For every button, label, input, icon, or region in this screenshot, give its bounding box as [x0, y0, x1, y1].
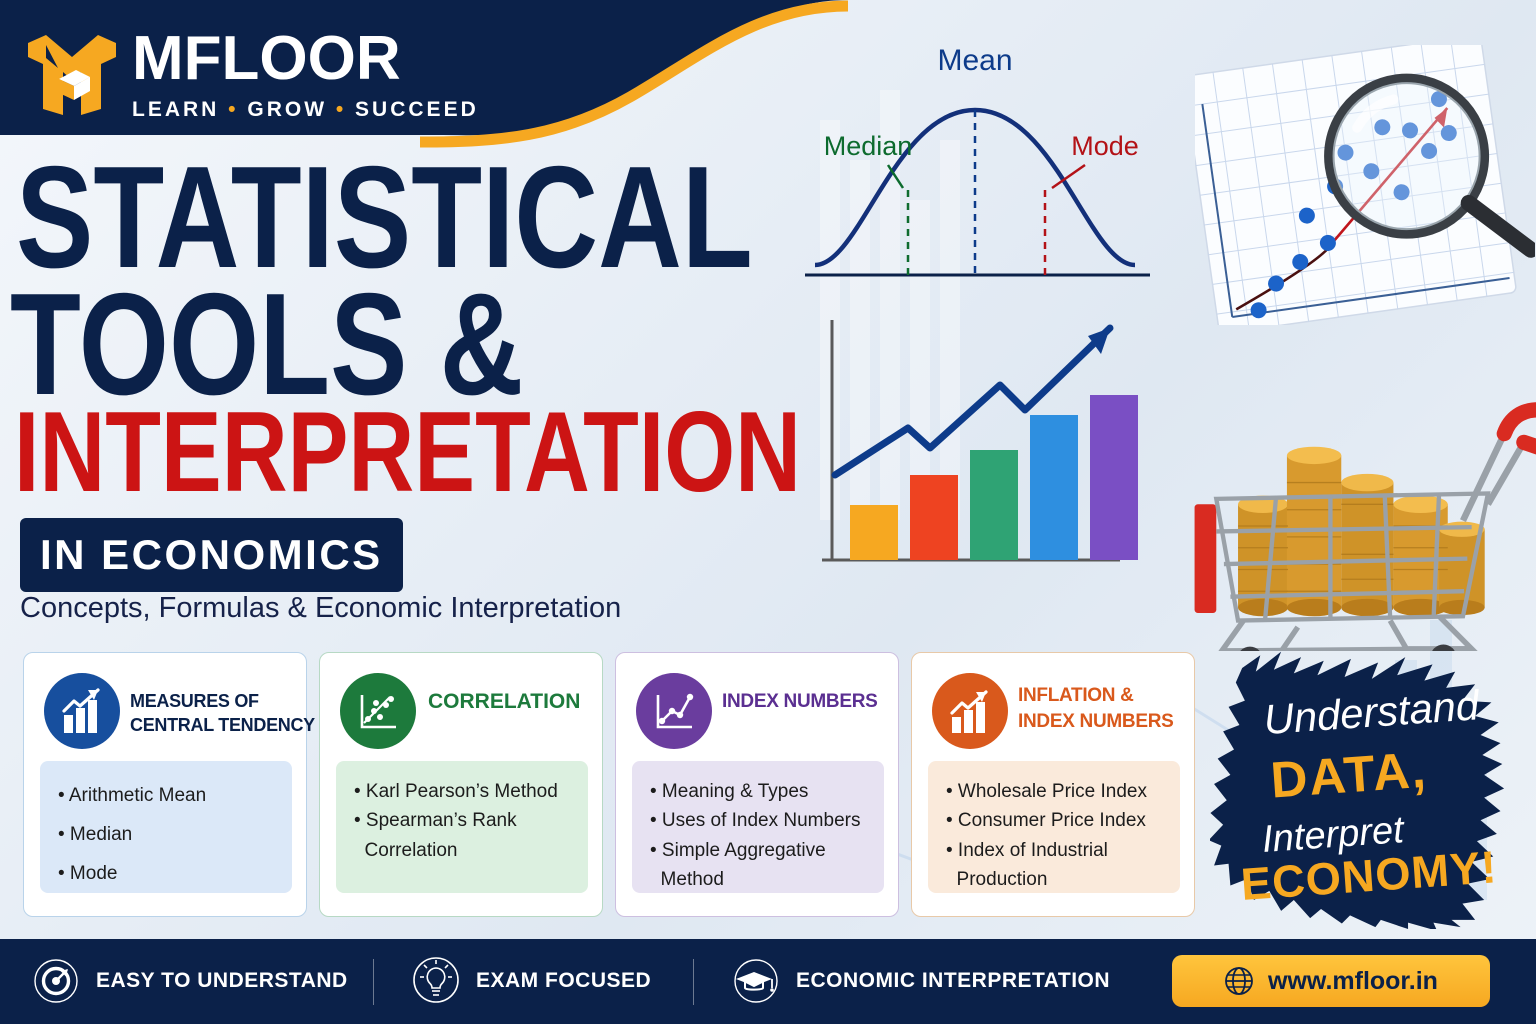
svg-text:Mode: Mode: [1071, 131, 1139, 161]
svg-text:DATA,: DATA,: [1269, 741, 1429, 809]
svg-text:Median: Median: [824, 131, 913, 161]
svg-text:Mean: Mean: [937, 44, 1012, 77]
